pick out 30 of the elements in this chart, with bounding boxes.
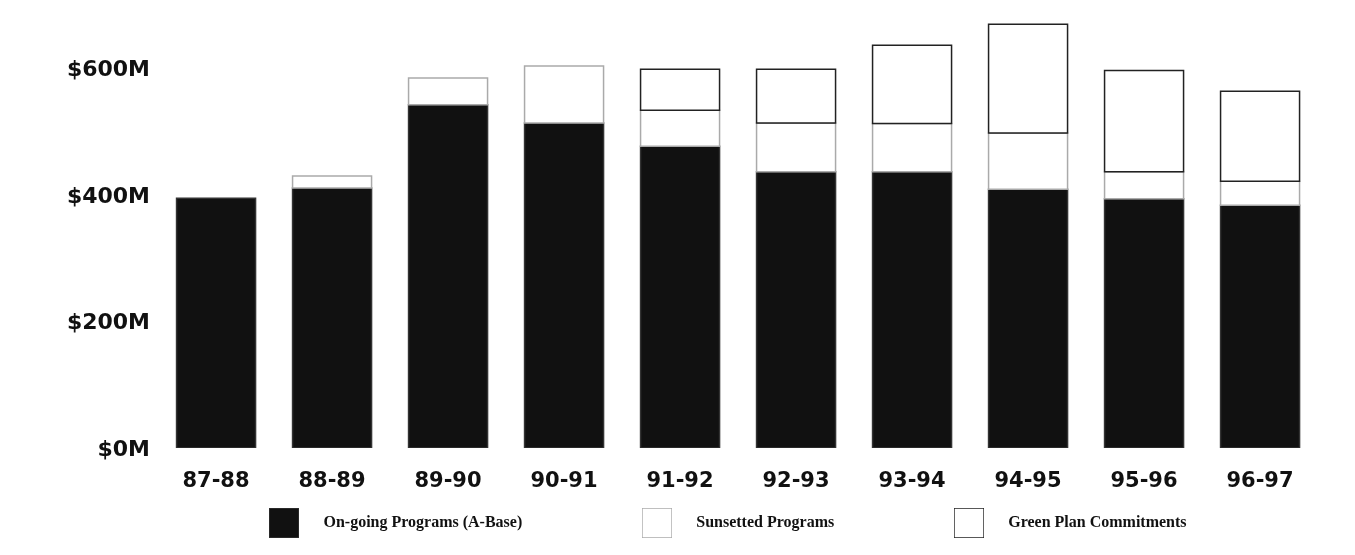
- y-tick-label: $200M: [66, 309, 150, 335]
- x-tick-label: 94-95: [994, 467, 1062, 492]
- x-tick-label: 87-88: [182, 467, 250, 492]
- bar: [639, 145, 721, 448]
- y-tick-label: $0M: [97, 435, 150, 461]
- bar: [291, 187, 373, 448]
- bar: [291, 175, 373, 189]
- x-tick-label: 95-96: [1110, 467, 1178, 492]
- legend-label: Sunsetted Programs: [696, 512, 835, 530]
- x-tick-label: 96-97: [1226, 467, 1294, 492]
- x-tick-label: 89-90: [414, 467, 482, 492]
- x-tick-label: 88-89: [298, 467, 366, 492]
- y-tick-label: $400M: [66, 182, 150, 208]
- x-tick-label: 91-92: [646, 467, 714, 492]
- x-tick-label: 90-91: [530, 467, 598, 492]
- bar: [871, 170, 953, 448]
- bar: [407, 77, 489, 106]
- bar: [755, 170, 837, 448]
- legend-label: Green Plan Commitments: [1008, 512, 1187, 530]
- bar: [407, 103, 489, 448]
- bar: [523, 122, 605, 448]
- bar: [523, 65, 605, 124]
- y-tick-label: $600M: [66, 56, 150, 82]
- bar: [1103, 198, 1185, 448]
- x-tick-label: 93-94: [878, 467, 946, 492]
- legend-label: On-going Programs (A-Base): [323, 512, 523, 530]
- bar: [1219, 204, 1301, 448]
- bar: [175, 197, 257, 448]
- bar: [987, 188, 1069, 448]
- x-tick-label: 92-93: [762, 467, 830, 492]
